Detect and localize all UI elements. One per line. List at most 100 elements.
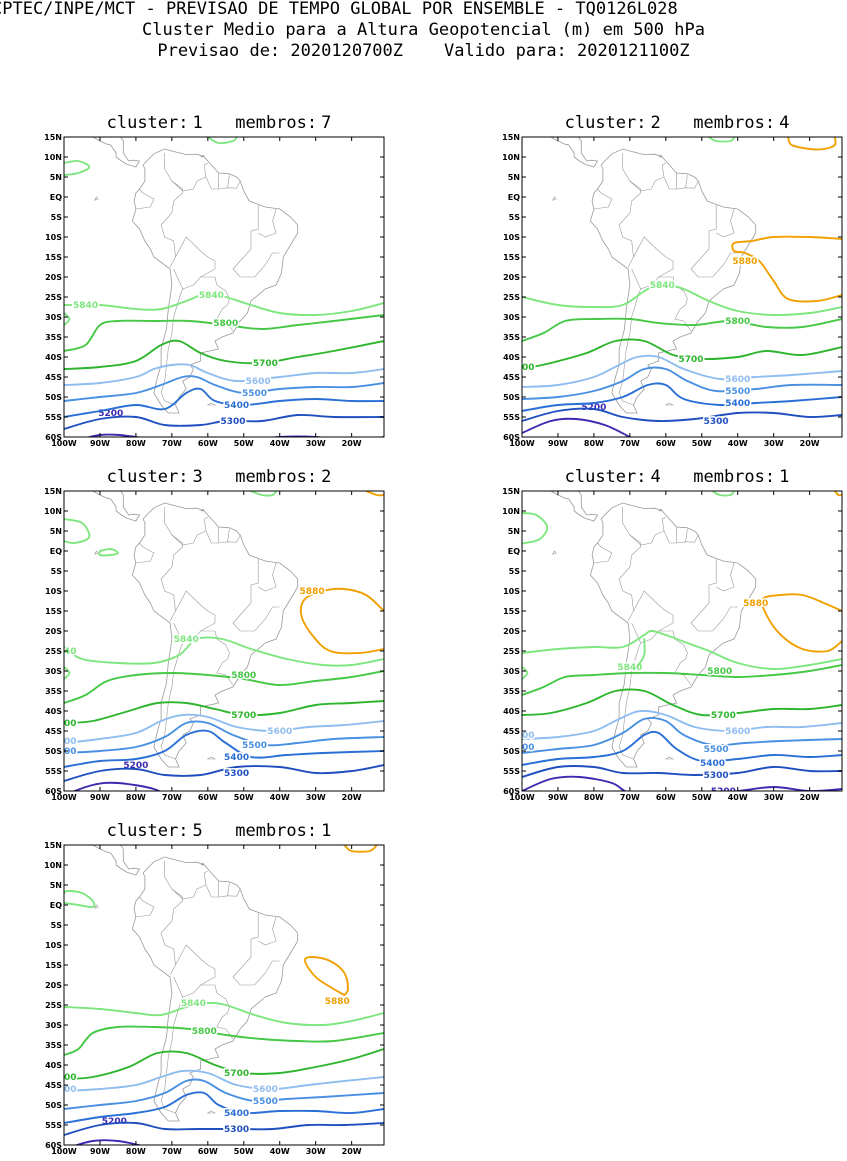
country-border [173,976,234,1040]
contour-line-5840 [64,159,91,176]
cluster-number: 3 [192,467,203,487]
contour-line-5400 [522,382,842,412]
central-america-coastline [549,137,599,168]
contour-line-5800 [522,317,842,342]
lat-tick-label: 25S [45,1001,62,1010]
lat-tick-label: 45S [503,727,520,736]
country-border [716,562,735,592]
contour-line-5200 [522,417,631,437]
map-frame [521,490,843,792]
panel-title: cluster: 3 membros: 2 [54,467,384,487]
country-border [618,153,641,268]
contour-label: 5600 [253,1085,278,1095]
lat-tick-label: 30S [45,1021,62,1030]
south-america-coastline [131,148,299,414]
contour-line-5840 [64,291,384,317]
contour-label: 5800 [707,667,732,677]
geopotential-map: 5200530054005500560057005700580058405880… [502,133,843,448]
contour-label: 5880 [743,599,768,609]
island-outline [551,196,557,201]
cluster-panel-1: cluster: 1 membros: 7 5200 5300 5400 5500 5600… [44,113,385,453]
contour-line-5400 [64,387,384,418]
lon-tick-label: 80W [126,1147,146,1156]
country-border [173,268,234,332]
header-title: CPTEC/INPE/MCT - PREVISAO DE TEMPO GLOBA… [0,0,678,19]
lat-tick-label: 10N [502,153,520,162]
cluster-panel-3: cluster: 3 membros: 2 5200 5300 5400 5500 5600… [44,467,385,807]
contour-line-5840 [711,491,736,497]
contour-line-5700 [64,700,384,724]
lat-tick-label: 5S [51,921,63,930]
panel-title: cluster: 4 membros: 1 [512,467,842,487]
contour-line-5400 [522,730,842,766]
lon-tick-label: 60W [656,793,676,802]
contour-line-5200 [73,1139,143,1145]
lat-tick-label: 35S [503,687,520,696]
lon-tick-label: 20W [800,439,820,448]
contour-label: 5840 [51,647,76,657]
lat-tick-label: 15N [44,133,62,142]
lon-tick-label: 60W [656,439,676,448]
lat-tick-label: 25S [45,293,62,302]
lon-tick-label: 90W [548,439,568,448]
contour-line-5400 [64,729,384,768]
lon-tick-label: 60W [198,793,218,802]
country-border [135,896,155,918]
contour-line-5880 [761,593,842,653]
contour-line-5800 [64,1025,384,1056]
lat-tick-label: 5N [508,173,520,182]
country-border [135,542,155,564]
lat-tick-label: 40S [503,353,520,362]
lat-tick-label: 10S [45,941,62,950]
island-outline [551,550,557,555]
lat-tick-label: 20S [503,627,520,636]
lon-tick-label: 30W [764,793,784,802]
members-label: membros: [235,821,318,841]
lat-tick-label: 10N [44,153,62,162]
country-border [171,516,208,546]
island-outline [93,550,99,555]
central-america-coastline [549,491,599,522]
contour-line-5600 [522,354,842,388]
lon-tick-label: 80W [584,439,604,448]
contour-line-5880 [365,491,384,497]
contour-line-5600 [64,363,384,386]
country-border [173,622,234,686]
lon-tick-label: 30W [306,439,326,448]
lat-tick-label: 10N [44,507,62,516]
island-outline [200,154,205,158]
country-border [685,174,688,188]
lat-tick-label: 60S [45,433,62,442]
lon-tick-label: 60W [198,1147,218,1156]
lat-tick-label: 40S [45,707,62,716]
members-count: 1 [779,467,790,487]
country-border [618,642,641,760]
lon-tick-label: 50W [234,793,254,802]
country-border [685,528,688,542]
country-border [631,268,692,332]
island-outline [200,508,205,512]
lon-tick-label: 30W [764,439,784,448]
lat-tick-label: 30S [45,667,62,676]
contour-line-5840 [64,1001,384,1027]
lon-tick-label: 70W [620,793,640,802]
island-outline [658,154,663,158]
lon-tick-label: 90W [90,1147,110,1156]
lat-tick-label: 55S [503,413,520,422]
contour-label: 5840 [174,635,199,645]
lat-tick-label: 15S [503,253,520,262]
contour-line-5880 [787,137,837,151]
lat-tick-label: 10N [44,861,62,870]
lat-tick-label: 60S [503,787,520,796]
lat-tick-label: 60S [45,1141,62,1150]
lat-tick-label: 15N [44,841,62,850]
contour-label: 5700 [509,363,534,373]
contour-line-5500 [522,717,842,754]
map-frame [521,136,843,438]
lat-tick-label: 15S [45,961,62,970]
contour-label: 5700 [711,711,736,721]
lon-tick-label: 30W [306,1147,326,1156]
contour-line-5300 [522,407,842,423]
lat-tick-label: 25S [45,647,62,656]
island-outline [93,904,99,909]
